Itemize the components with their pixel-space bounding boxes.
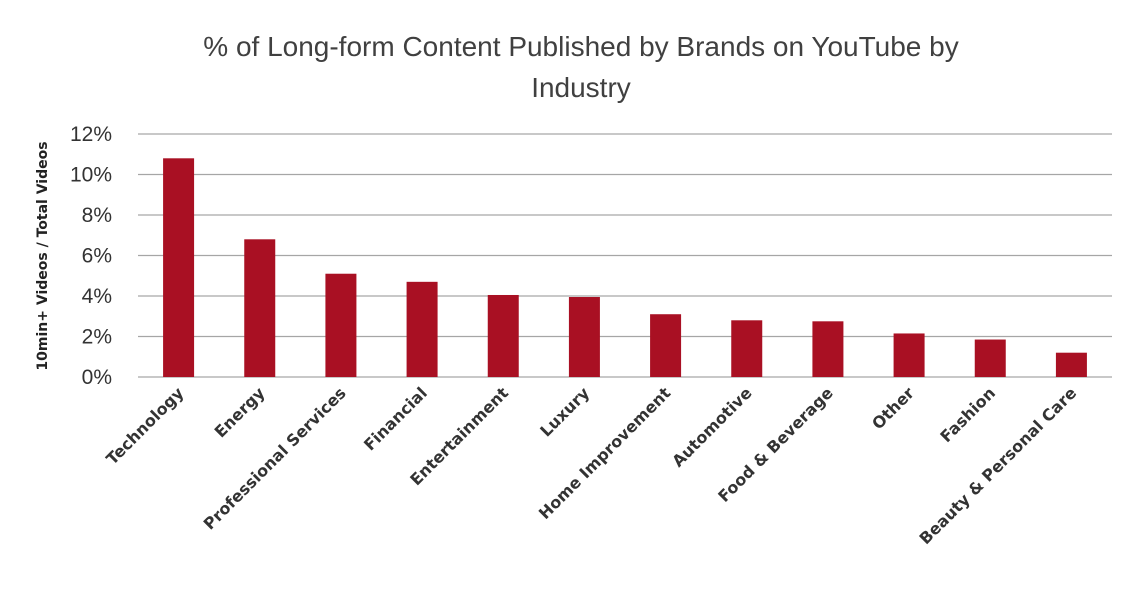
x-tick-label: Other bbox=[868, 383, 918, 433]
bar bbox=[487, 294, 519, 377]
bar bbox=[163, 158, 195, 377]
x-tick-label: Energy bbox=[211, 383, 269, 441]
x-tick-label: Luxury bbox=[536, 383, 593, 440]
x-tick-label: Automotive bbox=[668, 383, 755, 470]
bar bbox=[812, 321, 844, 377]
bar bbox=[406, 281, 438, 377]
gridlines bbox=[138, 133, 1112, 378]
bar bbox=[893, 333, 925, 377]
chart-title-line: % of Long-form Content Published by Bran… bbox=[203, 31, 958, 62]
y-axis-label: 10min+ Videos / Total Videos bbox=[35, 141, 51, 370]
bar bbox=[650, 314, 682, 377]
x-tick-label: Home Improvement bbox=[535, 383, 675, 523]
bar bbox=[244, 239, 276, 377]
bar bbox=[1055, 352, 1087, 377]
chart-title-line: Industry bbox=[531, 72, 631, 103]
x-tick-label: Beauty & Personal Care bbox=[916, 383, 1081, 548]
bar bbox=[731, 320, 763, 377]
y-axis-tick-labels: 0% 2% 4% 6% 8% 10% 12% bbox=[70, 123, 112, 389]
bar bbox=[325, 273, 357, 377]
bars bbox=[163, 158, 1087, 377]
x-tick-label: Technology bbox=[102, 383, 187, 468]
x-tick-label: Fashion bbox=[936, 383, 999, 446]
y-tick-label: 8% bbox=[82, 204, 112, 227]
y-tick-label: 2% bbox=[82, 326, 112, 349]
y-tick-label: 6% bbox=[82, 245, 112, 268]
bar bbox=[568, 297, 600, 377]
y-tick-label: 10% bbox=[70, 164, 112, 187]
y-tick-label: 4% bbox=[82, 285, 112, 308]
x-tick-label: Professional Services bbox=[200, 383, 350, 533]
y-tick-label: 12% bbox=[70, 123, 112, 146]
x-tick-label: Financial bbox=[360, 383, 431, 454]
y-tick-label: 0% bbox=[82, 366, 112, 389]
bar bbox=[974, 339, 1006, 377]
chart-title: % of Long-form Content Published by Bran… bbox=[203, 31, 958, 103]
